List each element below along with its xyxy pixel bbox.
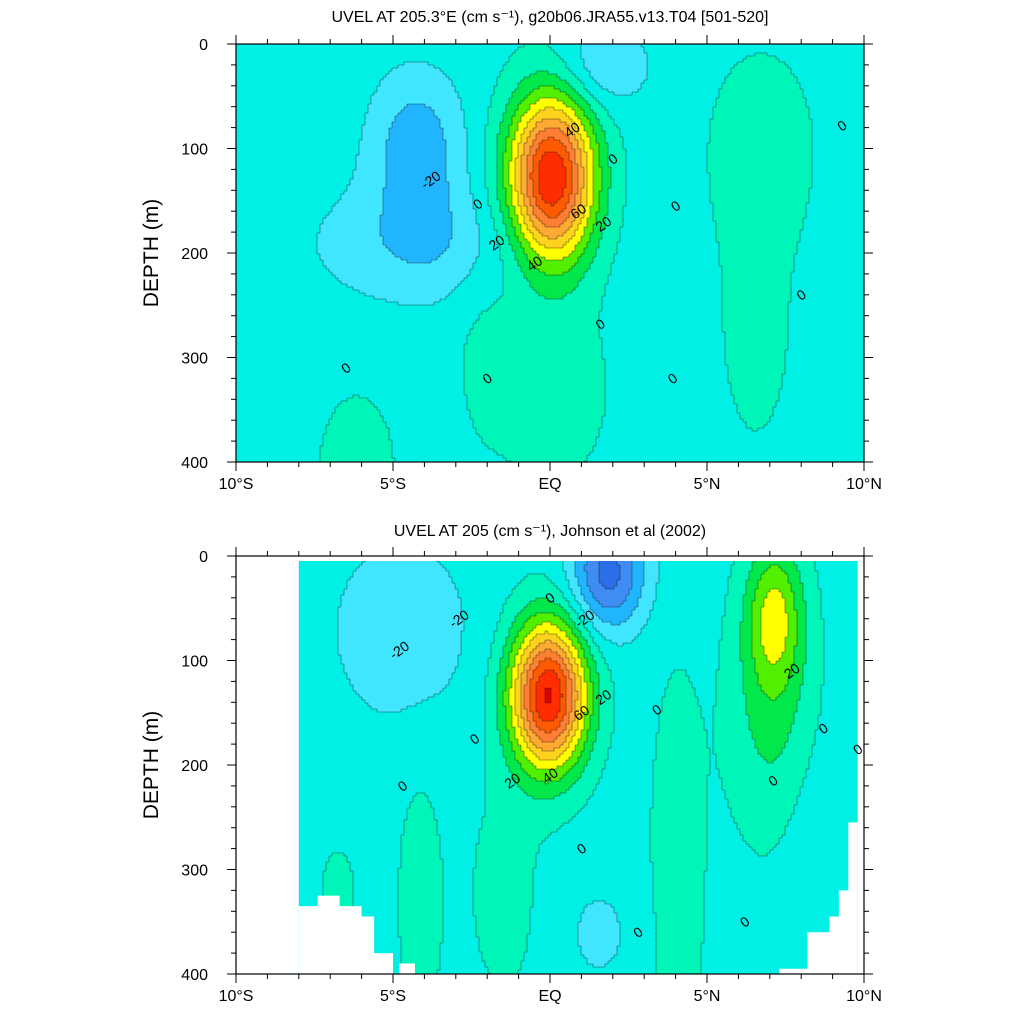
panel-top: UVEL AT 205.3°E (cm s⁻¹), g20b06.JRA55.v… — [140, 9, 882, 493]
y-tick-label: 200 — [181, 758, 208, 775]
x-axis: 10°S 5°S EQ 5°N 10°N — [219, 35, 882, 493]
y-tick-label: 100 — [181, 142, 208, 159]
x-tick-label: 5°S — [380, 476, 406, 493]
x-axis: 10°S 5°S EQ 5°N 10°N — [219, 547, 882, 1005]
x-tick-label: EQ — [538, 476, 561, 493]
x-tick-label: 5°N — [694, 476, 721, 493]
x-tick-label: 5°S — [380, 988, 406, 1005]
y-axis: 0 100 200 300 400 — [181, 549, 873, 984]
x-tick-label: EQ — [538, 988, 561, 1005]
y-axis-label: DEPTH (m) — [140, 199, 163, 308]
contour-lines — [316, 44, 813, 462]
y-tick-label: 0 — [199, 549, 208, 566]
x-tick-label: 10°N — [846, 476, 882, 493]
y-axis-label: DEPTH (m) — [140, 711, 163, 820]
x-tick-label: 10°N — [846, 988, 882, 1005]
y-tick-label: 300 — [181, 863, 208, 880]
x-tick-label: 10°S — [219, 476, 254, 493]
missing-data-mask — [236, 556, 864, 974]
x-tick-label: 10°S — [219, 988, 254, 1005]
y-tick-label: 200 — [181, 246, 208, 263]
x-tick-label: 5°N — [694, 988, 721, 1005]
panel-bottom: UVEL AT 205 (cm s⁻¹), Johnson et al (200… — [140, 523, 882, 1005]
y-axis: 0 100 200 300 400 — [181, 37, 873, 472]
chart-title: UVEL AT 205 (cm s⁻¹), Johnson et al (200… — [394, 523, 706, 540]
y-tick-label: 400 — [181, 967, 208, 984]
y-tick-label: 0 — [199, 37, 208, 54]
chart-title: UVEL AT 205.3°E (cm s⁻¹), g20b06.JRA55.v… — [332, 9, 769, 26]
y-tick-label: 100 — [181, 654, 208, 671]
y-tick-label: 300 — [181, 351, 208, 368]
y-tick-label: 400 — [181, 455, 208, 472]
contour-fill — [236, 44, 864, 462]
